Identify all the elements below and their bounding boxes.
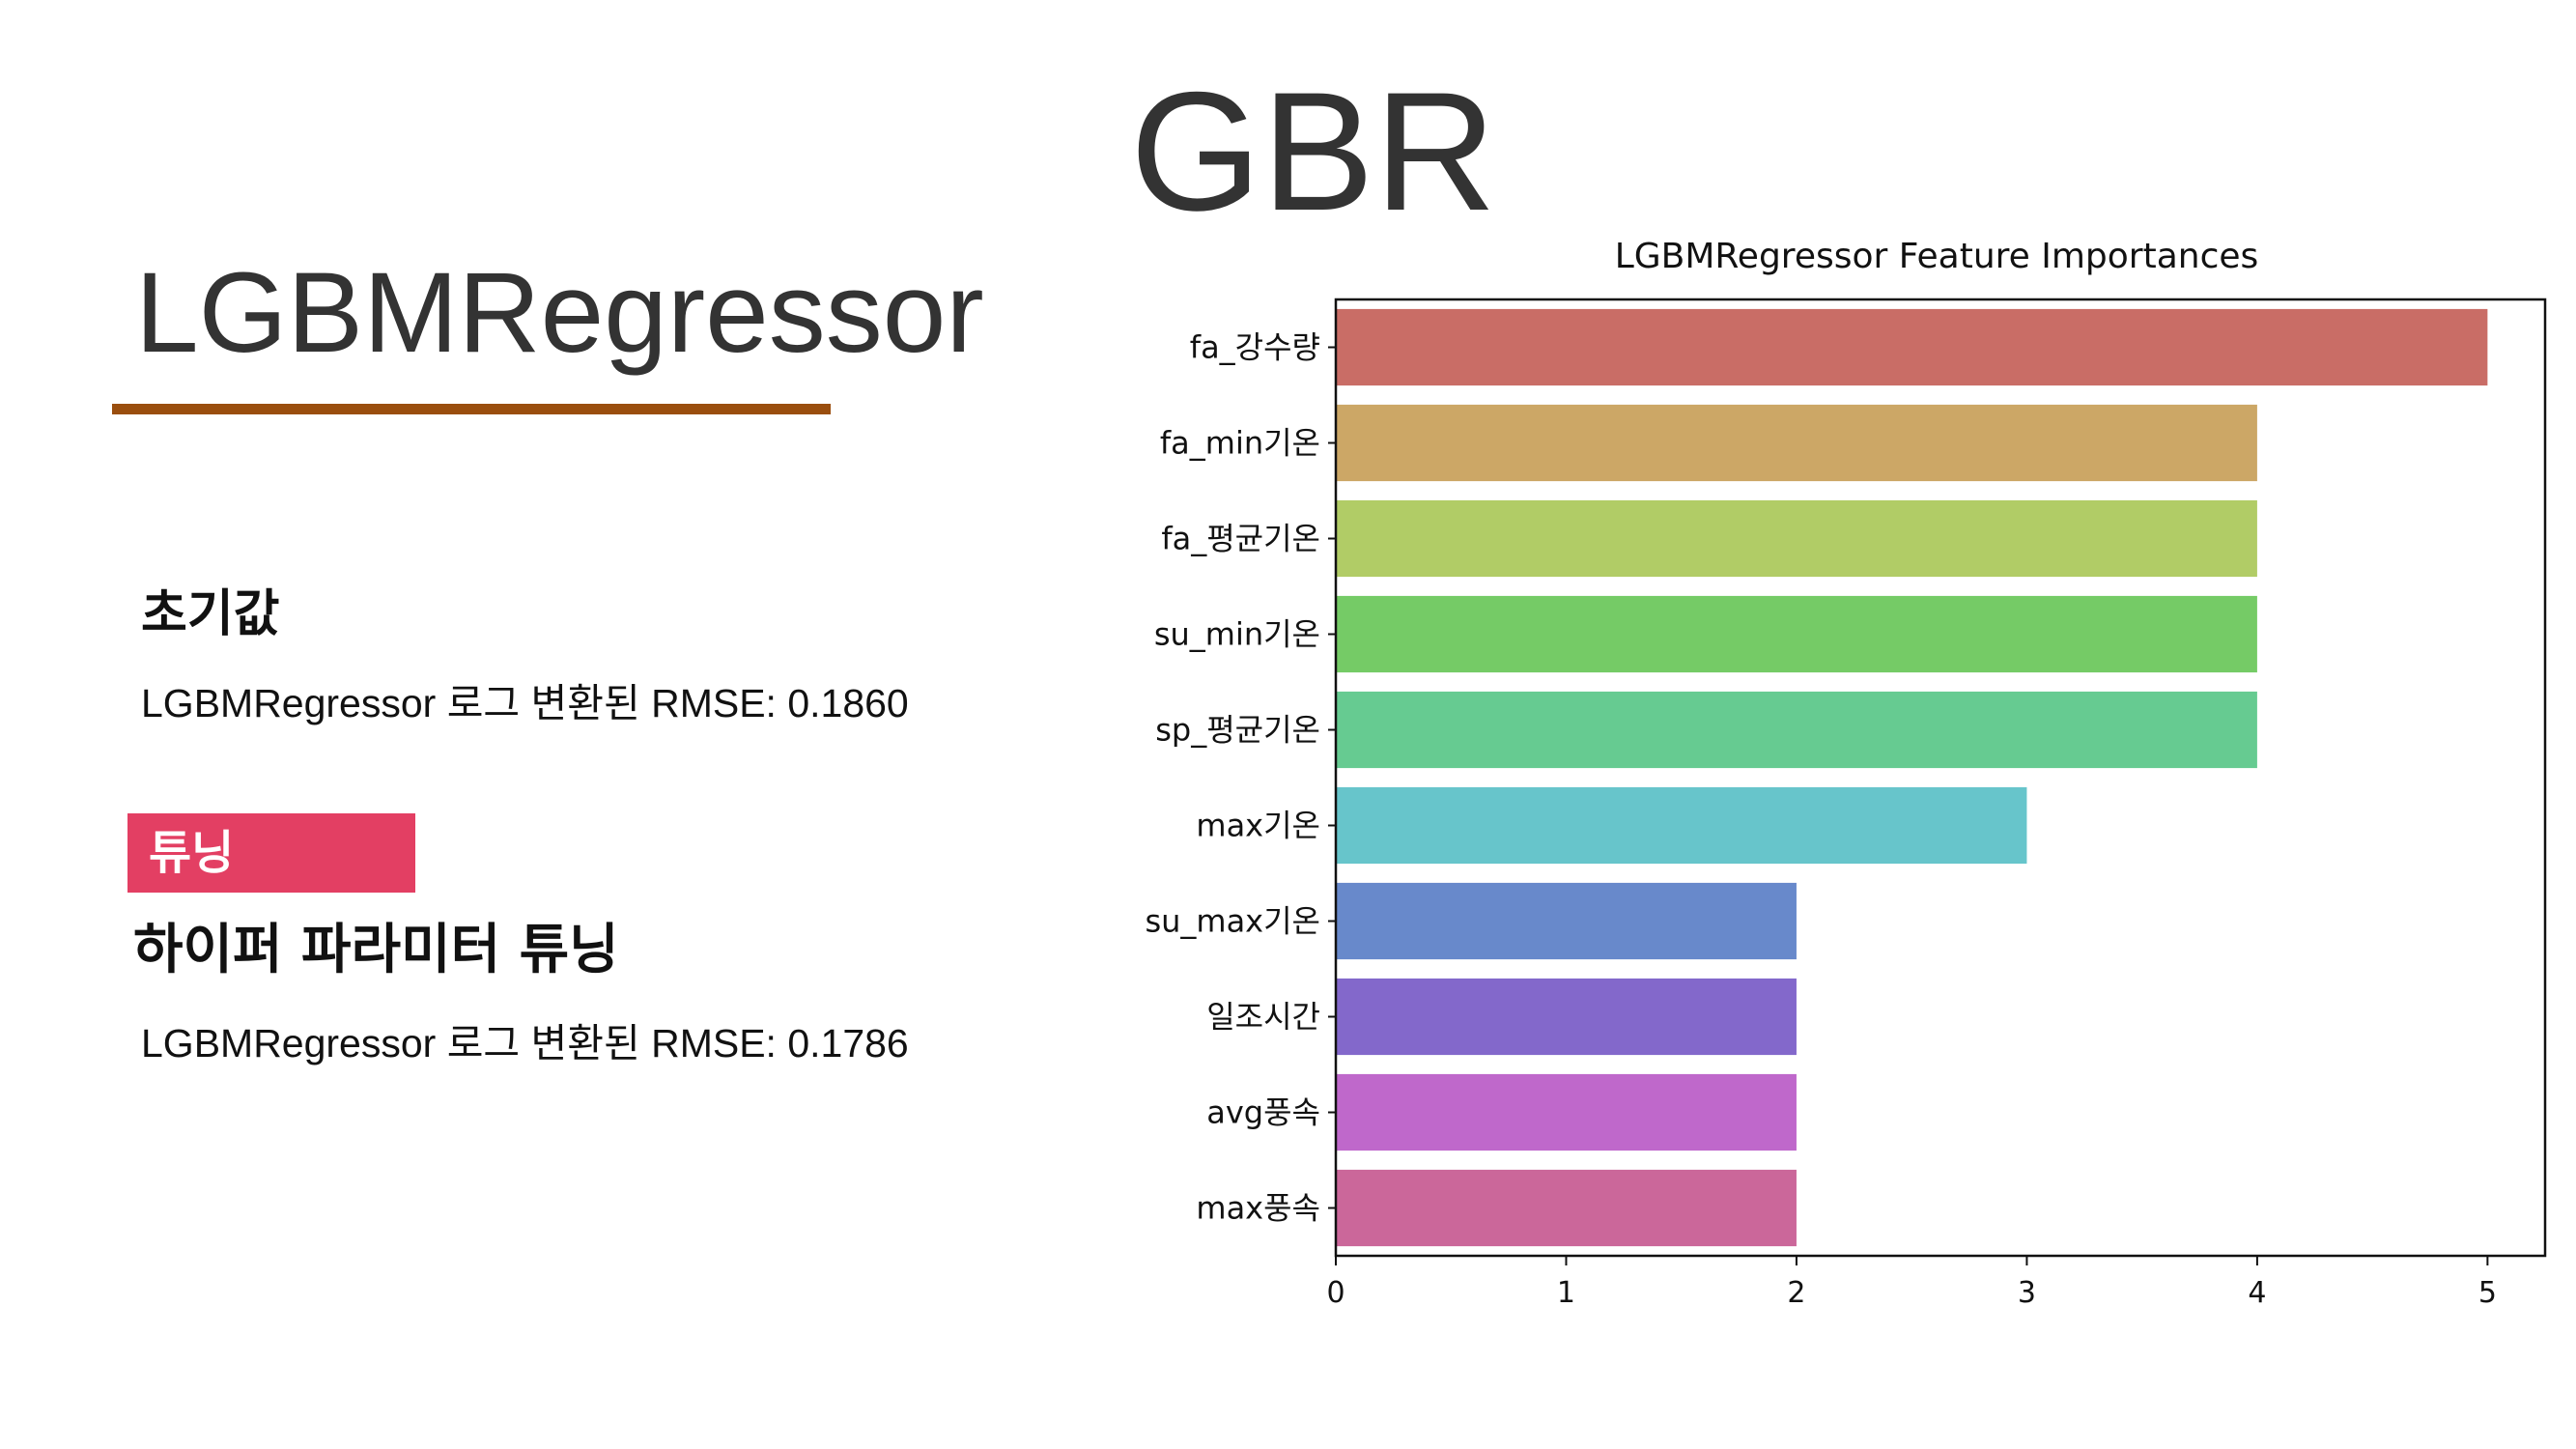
y-tick-label: max기온	[1196, 808, 1320, 844]
hyperparameter-tuning-heading: 하이퍼 파라미터 튜닝	[133, 919, 619, 981]
bar-9	[1336, 1169, 1797, 1247]
tuning-badge: 튜닝	[127, 813, 415, 893]
bar-5	[1336, 786, 2027, 865]
x-tick-label: 2	[1787, 1276, 1805, 1310]
slide-header: GBR	[1130, 58, 1497, 246]
bar-4	[1336, 691, 2257, 769]
chart-title: LGBMRegressor Feature Importances	[1615, 237, 2259, 276]
x-tick-label: 1	[1557, 1276, 1575, 1310]
x-tick-label: 5	[2478, 1276, 2497, 1310]
x-tick-label: 0	[1326, 1276, 1345, 1310]
x-tick-label: 4	[2248, 1276, 2266, 1310]
y-tick-label: avg풍속	[1206, 1094, 1320, 1131]
initial-value-heading: 초기값	[141, 585, 280, 643]
y-tick-label: sp_평균기온	[1155, 712, 1320, 749]
x-tick-label: 3	[2018, 1276, 2036, 1310]
title-underline	[112, 404, 831, 414]
bar-6	[1336, 882, 1797, 960]
feature-importance-chart: LGBMRegressor Feature Importances fa_강수량…	[1145, 237, 2547, 1310]
y-tick-label: su_max기온	[1145, 903, 1320, 940]
y-tick-label: su_min기온	[1154, 616, 1320, 653]
tuned-rmse-text: LGBMRegressor 로그 변환된 RMSE: 0.1786	[141, 1021, 909, 1065]
plot-frame	[1334, 298, 2547, 1258]
initial-rmse-text: LGBMRegressor 로그 변환된 RMSE: 0.1860	[141, 681, 909, 725]
bar-3	[1336, 595, 2257, 673]
bar-1	[1336, 404, 2257, 482]
y-tick-label: fa_강수량	[1190, 329, 1320, 366]
bar-group	[1336, 308, 2488, 1247]
y-tick-label: fa_min기온	[1160, 425, 1320, 462]
y-tick-label: 일조시간	[1206, 999, 1320, 1036]
model-title: LGBMRegressor	[135, 249, 984, 377]
y-axis-labels: fa_강수량 fa_min기온 fa_평균기온 su_min기온 sp_평균기온 max기…	[1145, 329, 1336, 1227]
bar-0	[1336, 308, 2488, 386]
x-axis: 0 1 2 3 4 5	[1326, 1256, 2497, 1310]
y-tick-label: fa_평균기온	[1161, 521, 1320, 557]
y-tick-label: max풍속	[1196, 1190, 1320, 1227]
bar-2	[1336, 499, 2257, 578]
bar-7	[1336, 978, 1797, 1056]
bar-8	[1336, 1073, 1797, 1151]
tuning-badge-label: 튜닝	[149, 826, 235, 880]
